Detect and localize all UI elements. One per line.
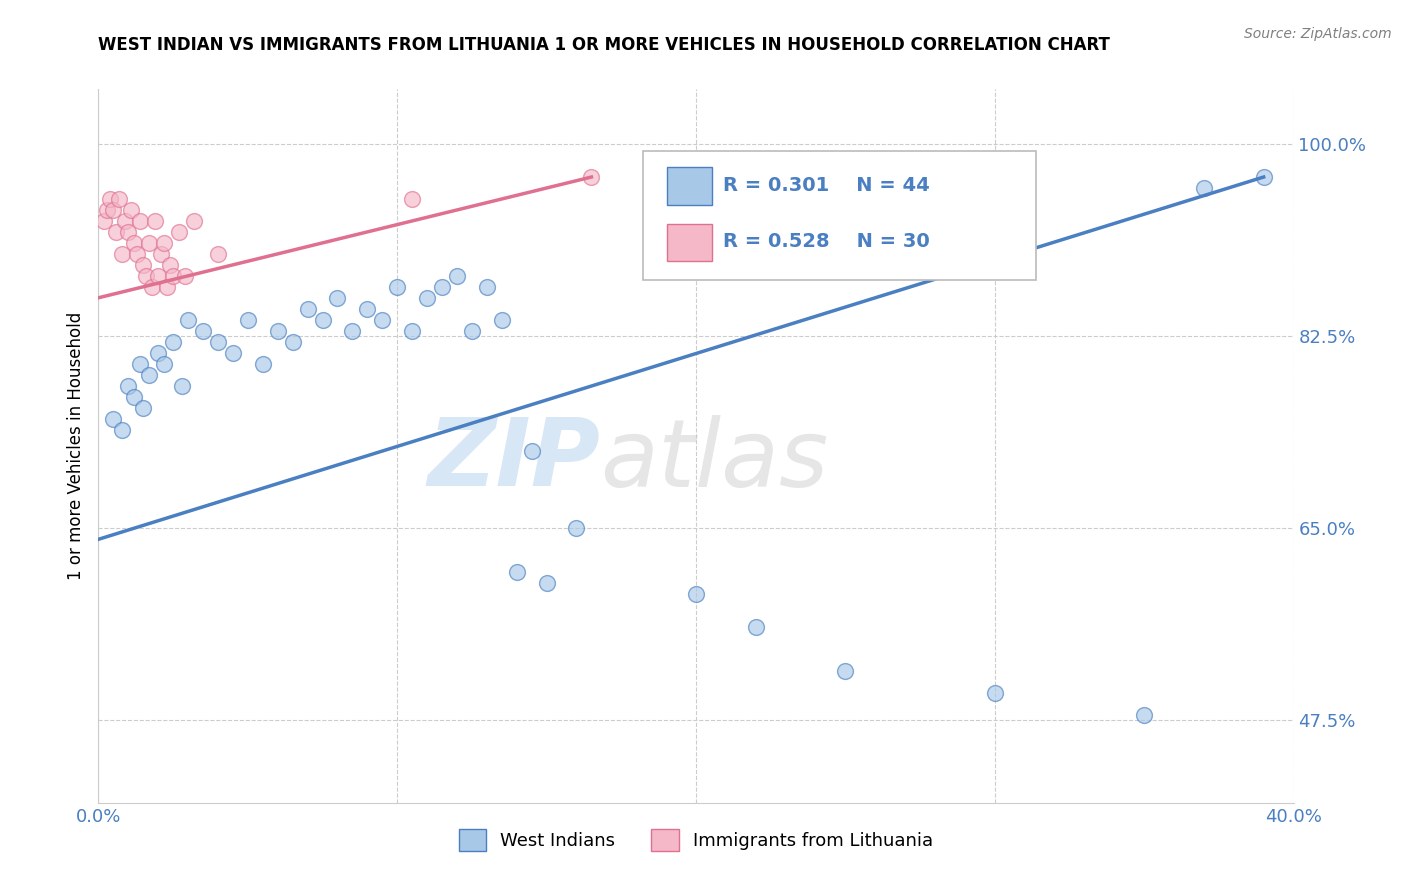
Point (461, 324, 484, 338)
Point (114, 214, 136, 228)
Y-axis label: 1 or more Vehicles in Household: 1 or more Vehicles in Household (66, 312, 84, 580)
Point (745, 620, 768, 634)
Point (565, 521, 588, 535)
Point (222, 345, 245, 359)
Point (297, 301, 319, 316)
Point (207, 334, 229, 349)
Point (153, 235, 176, 250)
Point (127, 247, 149, 261)
Point (153, 357, 176, 371)
Point (356, 301, 378, 316)
Point (1133, 708, 1156, 723)
Point (446, 268, 468, 283)
Point (129, 357, 152, 371)
Point (124, 235, 146, 250)
Legend: West Indians, Immigrants from Lithuania: West Indians, Immigrants from Lithuania (451, 822, 941, 858)
Point (132, 258, 155, 272)
Point (162, 334, 184, 349)
Point (311, 312, 333, 326)
Point (183, 214, 205, 228)
Point (135, 268, 157, 283)
Point (105, 225, 128, 239)
Point (98, 192, 122, 206)
Point (174, 268, 197, 283)
Point (416, 291, 439, 305)
Point (156, 280, 179, 294)
Point (108, 192, 131, 206)
Point (401, 324, 423, 338)
Point (326, 291, 349, 305)
Point (124, 390, 146, 404)
Point (117, 225, 139, 239)
Point (120, 202, 142, 217)
Point (103, 411, 125, 425)
Point (150, 247, 173, 261)
Text: WEST INDIAN VS IMMIGRANTS FROM LITHUANIA 1 OR MORE VEHICLES IN HOUSEHOLD CORRELA: WEST INDIAN VS IMMIGRANTS FROM LITHUANIA… (98, 36, 1111, 54)
Point (475, 280, 498, 294)
Point (1192, 181, 1215, 195)
Point (96, 202, 118, 217)
Point (685, 587, 707, 601)
Point (236, 312, 259, 326)
Text: R = 0.528    N = 30: R = 0.528 N = 30 (723, 232, 929, 252)
Point (111, 247, 134, 261)
Point (117, 378, 139, 392)
Point (93, 214, 115, 228)
Text: Source: ZipAtlas.com: Source: ZipAtlas.com (1244, 27, 1392, 41)
Point (252, 357, 274, 371)
Point (267, 324, 290, 338)
Point (143, 214, 166, 228)
Point (342, 324, 364, 338)
Point (159, 258, 181, 272)
Text: ZIP: ZIP (427, 414, 600, 507)
Point (172, 378, 194, 392)
Point (834, 664, 856, 678)
Text: R = 0.301    N = 44: R = 0.301 N = 44 (723, 176, 929, 194)
Point (103, 202, 125, 217)
Point (520, 444, 543, 458)
Point (191, 324, 214, 338)
Point (385, 280, 409, 294)
Point (207, 247, 229, 261)
Point (132, 401, 155, 415)
Point (138, 368, 160, 382)
Point (162, 268, 184, 283)
Point (536, 576, 558, 591)
Point (491, 312, 513, 326)
Point (177, 312, 200, 326)
Point (371, 312, 394, 326)
Point (167, 225, 190, 239)
Point (141, 280, 163, 294)
Text: atlas: atlas (600, 415, 828, 506)
Point (984, 686, 1007, 700)
Point (138, 235, 160, 250)
Point (401, 192, 423, 206)
Point (506, 566, 529, 580)
Point (148, 345, 170, 359)
Point (148, 268, 170, 283)
Point (129, 214, 152, 228)
Point (281, 334, 304, 349)
Point (430, 280, 453, 294)
Point (111, 423, 134, 437)
Point (581, 169, 603, 184)
Point (1253, 169, 1275, 184)
